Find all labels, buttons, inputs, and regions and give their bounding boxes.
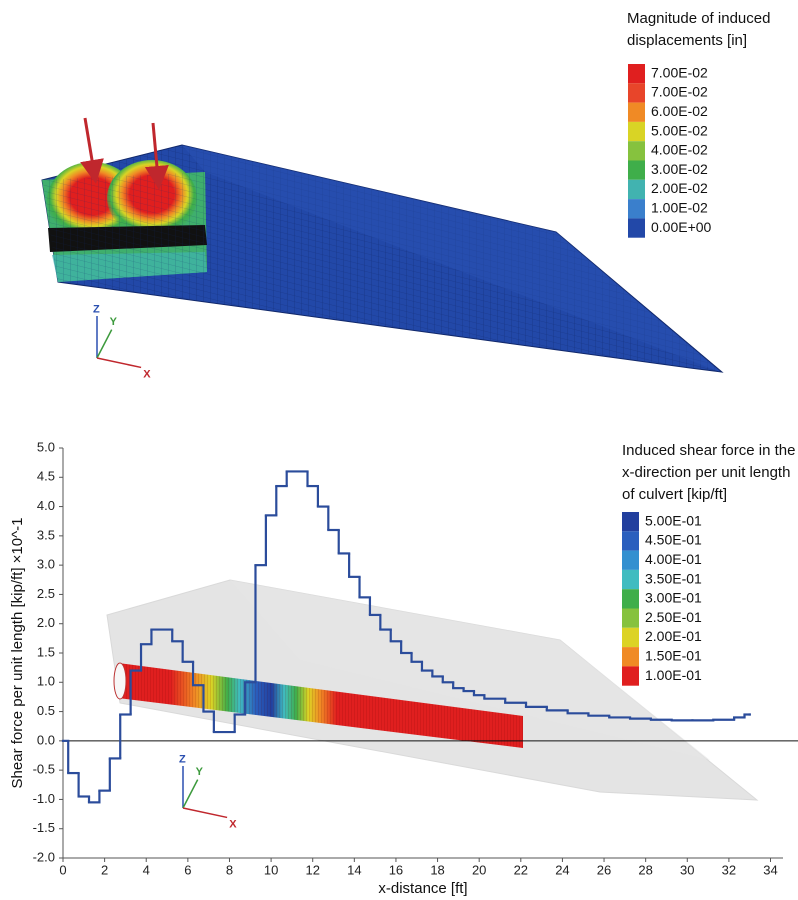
colorbar-swatch: [622, 628, 639, 647]
colorbar-label: 3.00E-01: [645, 590, 702, 606]
y-tick-label: 3.0: [37, 557, 55, 572]
triad-label: X: [229, 819, 237, 831]
y-tick-label: 0.0: [37, 732, 55, 747]
x-tick-label: 30: [680, 862, 694, 877]
axis-triad: ZY X: [179, 754, 237, 831]
colorbar-swatch: [622, 666, 639, 685]
x-tick-label: 32: [722, 862, 736, 877]
colorbar-swatch: [628, 161, 645, 180]
triad-y: [97, 330, 112, 358]
colorbar-swatch: [622, 589, 639, 608]
x-tick-label: 24: [555, 862, 569, 877]
triad-label: Y: [196, 766, 204, 778]
y-tick-label: 1.0: [37, 674, 55, 689]
colorbar-swatch: [628, 64, 645, 83]
y-tick-label: 3.5: [37, 527, 55, 542]
figure-page: ZYX ZYX 7.00E-027.00E-026.00E-025.00E-02…: [0, 0, 798, 900]
colorbar-label: 4.00E-02: [651, 142, 708, 158]
y-tick-label: 4.0: [37, 498, 55, 513]
legend-title: Magnitude of induced displacements [in]: [627, 8, 797, 52]
colorbar-label: 0.00E+00: [651, 219, 712, 235]
legend-title: Induced shear force in the x-direction p…: [622, 440, 798, 506]
colorbar-label: 5.00E-01: [645, 512, 702, 528]
x-tick-label: 0: [59, 862, 66, 877]
colorbar-swatch: [622, 551, 639, 570]
triad-x: [97, 358, 141, 367]
y-tick-label: -1.0: [33, 791, 55, 806]
triad-label: X: [143, 369, 151, 381]
x-tick-label: 20: [472, 862, 486, 877]
x-tick-label: 14: [347, 862, 361, 877]
colorbar-label: 3.50E-01: [645, 570, 702, 586]
y-tick-label: 2.0: [37, 615, 55, 630]
x-tick-label: 28: [638, 862, 652, 877]
colorbar-swatch: [628, 103, 645, 122]
colorbar-swatch: [628, 122, 645, 141]
colorbar-label: 6.00E-02: [651, 103, 708, 119]
axis-triad: ZY X: [93, 304, 151, 381]
y-tick-label: -2.0: [33, 849, 55, 864]
y-tick-label: 2.5: [37, 586, 55, 601]
x-tick-label: 2: [101, 862, 108, 877]
y-tick-label: 1.5: [37, 644, 55, 659]
x-tick-label: 6: [184, 862, 191, 877]
colorbar-label: 1.00E-02: [651, 199, 708, 215]
x-tick-label: 34: [763, 862, 777, 877]
colorbar: 7.00E-02 7.00E-02 6.00E-02 5.00E-02 4.00E-02…: [628, 64, 712, 238]
colorbar-swatch: [628, 180, 645, 199]
colorbar-label: 2.00E-01: [645, 628, 702, 644]
colorbar-label: 3.00E-02: [651, 161, 708, 177]
colorbar-label: 7.00E-02: [651, 84, 708, 100]
triad-label: Z: [93, 304, 100, 316]
colorbar-swatch: [628, 83, 645, 102]
y-tick-label: 4.5: [37, 469, 55, 484]
x-tick-label: 12: [305, 862, 319, 877]
x-tick-label: 10: [264, 862, 278, 877]
y-axis-label: Shear force per unit length [kip/ft] ×10…: [9, 518, 26, 789]
colorbar-swatch: [628, 199, 645, 218]
displacement-model: [42, 118, 722, 372]
colorbar-label: 2.00E-02: [651, 180, 708, 196]
colorbar-swatch: [628, 218, 645, 237]
colorbar-label: 7.00E-02: [651, 64, 708, 80]
triad-label: Y: [110, 316, 118, 328]
y-tick-label: -1.5: [33, 820, 55, 835]
colorbar-swatch: [622, 531, 639, 550]
colorbar-label: 4.50E-01: [645, 532, 702, 548]
x-tick-label: 4: [143, 862, 150, 877]
colorbar: 5.00E-01 4.50E-01 4.00E-01 3.50E-01 3.00E-01…: [622, 512, 702, 686]
colorbar-swatch: [622, 609, 639, 628]
x-tick-label: 22: [514, 862, 528, 877]
colorbar-label: 4.00E-01: [645, 551, 702, 567]
triad-y: [183, 780, 198, 808]
colorbar-label: 5.00E-02: [651, 122, 708, 138]
x-tick-label: 26: [597, 862, 611, 877]
y-tick-label: -0.5: [33, 762, 55, 777]
x-axis-label: x-distance [ft]: [378, 880, 467, 897]
colorbar-swatch: [622, 512, 639, 531]
colorbar-swatch: [628, 141, 645, 160]
x-tick-label: 8: [226, 862, 233, 877]
colorbar-label: 1.50E-01: [645, 647, 702, 663]
y-tick-label: 5.0: [37, 439, 55, 454]
x-tick-label: 16: [389, 862, 403, 877]
triad-label: Z: [179, 754, 186, 766]
triad-x: [183, 808, 227, 817]
colorbar-swatch: [622, 570, 639, 589]
colorbar-label: 2.50E-01: [645, 609, 702, 625]
colorbar-swatch: [622, 647, 639, 666]
x-tick-label: 18: [430, 862, 444, 877]
y-tick-label: 0.5: [37, 703, 55, 718]
colorbar-label: 1.00E-01: [645, 667, 702, 683]
